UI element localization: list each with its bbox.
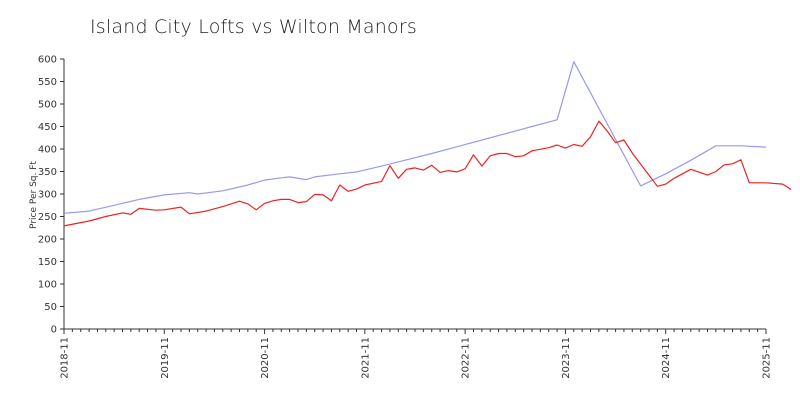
y-tick-label: 350 [38,167,57,178]
y-tick-label: 100 [38,280,57,291]
y-axis: 0 50 100 150 200 250 300 350 400 450 500 550 600 [38,55,65,336]
y-tick-label: 0 [51,325,57,336]
series-line-2 [63,120,792,227]
chart-title: Island City Lofts vs Wilton Manors [90,16,417,38]
y-tick-label: 450 [38,122,57,133]
y-tick-label: 250 [38,212,57,223]
series-lines [63,61,792,227]
y-tick-label: 600 [38,55,57,66]
x-tick-label: 2021-11 [360,337,371,379]
y-tick-label: 200 [38,235,57,246]
x-tick-label: 2022-11 [461,337,472,379]
y-tick-label: 400 [38,145,57,156]
x-tick-label: 2019-11 [160,337,171,379]
x-tick-label: 2020-11 [260,337,271,379]
x-tick-label: 2024-11 [661,337,672,379]
x-axis: 2018-11 2019-11 2020-11 2021-11 2022-11 2023-… [60,328,773,379]
x-tick-label: 2025-11 [762,337,773,379]
y-tick-label: 150 [38,257,57,268]
x-tick-label: 2023-11 [561,337,572,379]
y-tick-label: 300 [38,190,57,201]
y-tick-label: 50 [44,302,57,313]
x-tick-label: 2018-11 [60,337,71,379]
y-axis-label: Price Per Sq. Ft [29,161,39,229]
y-tick-label: 550 [38,77,57,88]
series-line-1 [63,61,767,214]
y-tick-label: 500 [38,100,57,111]
